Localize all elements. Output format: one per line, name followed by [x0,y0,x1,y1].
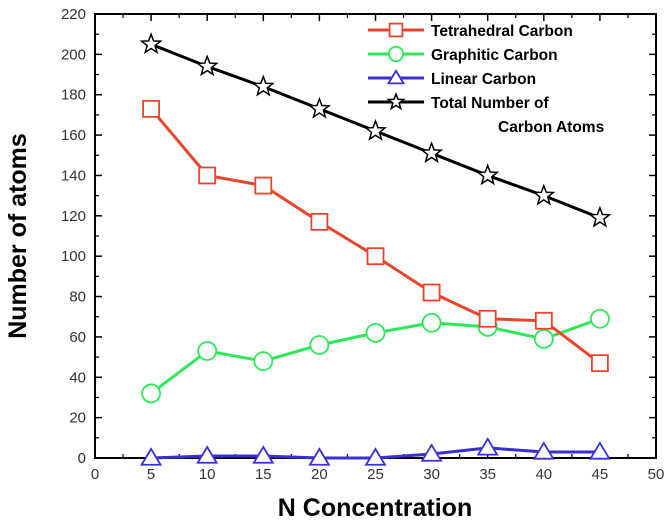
plot-frame [94,13,657,459]
series-graphitic-carbon [141,308,610,404]
data-point-total-number-of-carbon-atoms [139,32,163,55]
data-point-graphitic-carbon [533,329,554,349]
x-tick-label: 20 [311,466,328,483]
y-tick-label: 120 [61,208,86,225]
legend-item-tetrahedral-carbon: Tetrahedral Carbon [368,22,573,40]
x-tick-label: 30 [423,466,440,483]
legend-label: Linear Carbon [431,71,536,88]
data-point-linear-carbon [476,437,499,456]
data-point-total-number-of-carbon-atoms [363,118,388,141]
data-point-tetrahedral-carbon [366,247,385,266]
legend-label: Total Number of [431,95,550,112]
data-point-graphitic-carbon [197,341,218,361]
y-tick-label: 140 [61,167,86,184]
data-point-tetrahedral-carbon [198,166,217,185]
y-tick-label: 100 [61,248,86,265]
x-tick-label: 40 [535,466,552,483]
legend-label: Tetrahedral Carbon [431,23,573,40]
y-tick-label: 20 [69,410,86,427]
data-point-graphitic-carbon [421,312,442,333]
data-point-graphitic-carbon [590,308,610,329]
data-point-total-number-of-carbon-atoms [588,205,612,228]
data-point-linear-carbon [252,445,275,464]
y-axis-title: Number of atoms [4,133,32,339]
x-tick-label: 25 [367,466,384,483]
x-tick-label: 50 [648,466,665,483]
data-point-tetrahedral-carbon [478,309,497,328]
data-point-total-number-of-carbon-atoms [195,54,219,77]
legend-label: Carbon Atoms [498,119,604,136]
x-tick-label: 35 [479,466,496,483]
data-point-total-number-of-carbon-atoms [420,141,444,164]
legend: Tetrahedral Carbon Graphitic Carbon Linear… [368,22,604,136]
data-point-linear-carbon [308,447,331,466]
x-axis-title: N Concentration [278,494,472,522]
data-point-linear-carbon [420,443,443,462]
y-tick-label: 160 [61,127,86,144]
data-point-graphitic-carbon [309,335,330,355]
y-tick-label: 0 [78,450,86,467]
data-point-tetrahedral-carbon [534,311,553,330]
data-point-total-number-of-carbon-atoms [307,96,331,119]
legend-item-graphitic-carbon: Graphitic Carbon [368,45,558,64]
x-tick-label: 10 [199,466,216,483]
data-point-total-number-of-carbon-atoms [476,163,500,186]
data-point-tetrahedral-carbon [254,176,273,195]
data-point-tetrahedral-carbon [422,283,441,302]
legend-marker [388,22,404,38]
data-point-tetrahedral-carbon [310,212,329,231]
data-point-graphitic-carbon [253,351,274,372]
y-tick-label: 40 [69,369,86,386]
x-tick-label: 15 [255,466,272,483]
data-point-tetrahedral-carbon [591,354,609,373]
legend-marker [386,91,406,111]
data-point-linear-carbon [196,445,219,464]
data-point-tetrahedral-carbon [142,99,161,118]
data-point-graphitic-carbon [365,322,386,343]
y-tick-label: 60 [69,329,86,346]
y-tick-label: 200 [61,46,86,63]
series-linear-carbon [140,437,611,466]
legend-marker [386,69,406,85]
data-point-linear-carbon [364,447,387,466]
data-point-graphitic-carbon [141,383,162,404]
data-point-total-number-of-carbon-atoms [532,183,556,206]
data-point-linear-carbon [140,447,163,466]
legend-marker [387,45,405,63]
y-tick-label: 80 [69,289,86,306]
data-point-total-number-of-carbon-atoms [251,74,275,97]
data-point-linear-carbon [532,441,555,460]
legend-item-total-number-of-carbon-atoms: Total Number of Carbon Atoms [368,91,604,136]
x-tick-label: 5 [147,466,155,483]
series-tetrahedral-carbon [142,99,609,373]
legend-label: Graphitic Carbon [431,47,558,64]
data-point-linear-carbon [588,441,611,460]
axes: 0 5 10 15 20 25 30 35 40 45 50 0 20 40 60 80 100 120 140 16… [61,6,664,483]
series-total-number-of-carbon-atoms [139,32,612,228]
y-tick-label: 220 [61,6,86,23]
x-tick-label: 0 [91,466,99,483]
y-tick-label: 180 [61,87,86,104]
legend-item-linear-carbon: Linear Carbon [368,69,536,88]
x-tick-label: 45 [592,466,609,483]
series-layer [139,32,612,466]
